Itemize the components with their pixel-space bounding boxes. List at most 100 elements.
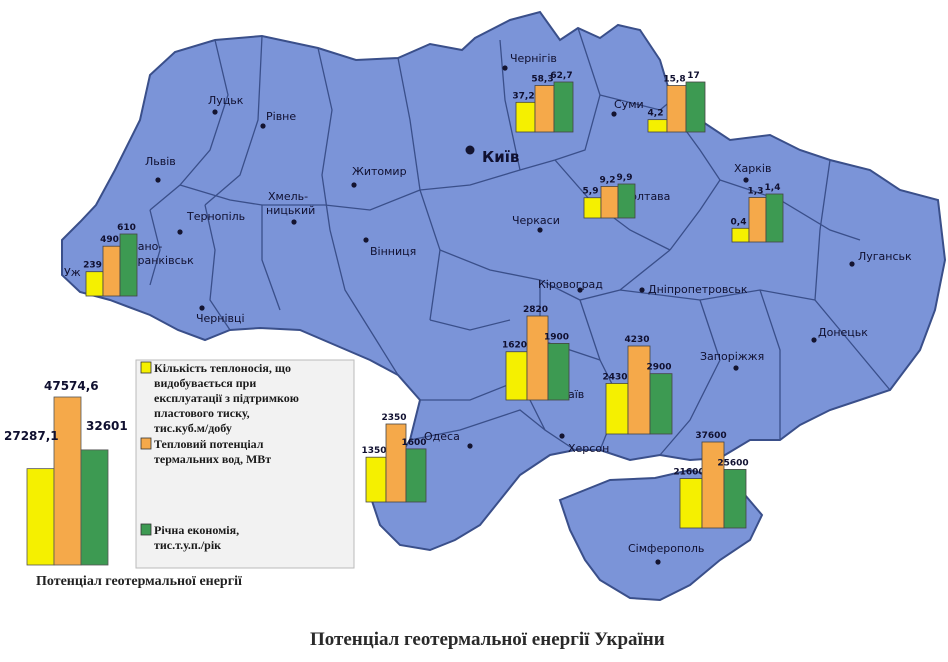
chart-region-7-label-1: 2350 [381,413,406,423]
legend-swatch-0 [140,361,152,374]
chart-region-7-bar-2 [405,448,427,503]
summary-bar-0 [26,468,55,566]
chart-region-7-label-2: 1600 [401,438,426,448]
city-9-label: ницький [266,204,315,217]
city-6-label: Київ [482,148,519,166]
city-17-label: Уж [64,266,81,279]
chart-region-5: 1620 2820 1900 [502,305,570,401]
chart-region-4: 239 490 610 [83,223,138,297]
chart-region-6-bar-1 [627,345,651,435]
city-2-label: Луцьк [208,94,244,107]
city-15-label: Вінниця [370,245,416,258]
chart-region-0-label-1: 58,3 [531,75,553,85]
city-24-label: Херсон [568,442,609,455]
city-16-dot [849,261,855,267]
chart-region-3-bar-1 [748,197,767,243]
city-25-label: Сімферополь [628,542,704,555]
chart-region-2-bar-0 [583,197,602,219]
city-9-dot [291,219,297,225]
chart-region-2-label-2: 9,9 [617,173,633,183]
chart-region-8-bar-2 [723,469,747,529]
chart-region-4-label-1: 490 [100,235,119,245]
legend-box [135,359,355,569]
summary-chart: 27287,1 47574,6 32601 [4,379,128,566]
chart-region-7: 1350 2350 1600 [361,413,427,503]
summary-caption: Потенціал геотермальної енергії [36,574,242,589]
city-18-dot [577,287,583,293]
city-21-dot [811,337,817,343]
main-title: Потенціал геотермальної енергії України [310,629,665,650]
chart-region-6-bar-2 [649,373,673,435]
city-8-label: Хмель- [268,190,308,203]
chart-region-5-label-1: 2820 [523,305,548,315]
chart-region-5-bar-1 [526,315,549,401]
cities-layer: Чернігів Суми Луцьк Рівне Львів Житомир Київ Ха… [64,52,912,565]
legend-text-0-3: пластового тиску, [154,406,250,420]
chart-region-3-label-0: 0,4 [731,217,747,227]
region-borders [149,27,891,456]
city-10-dot [177,229,183,235]
chart-region-1-bar-1 [666,85,687,133]
city-23-label: Одеса [424,430,460,443]
city-6-dot [465,145,475,155]
legend-swatch-1 [140,437,152,450]
chart-region-0-bar-1 [534,85,555,133]
chart-region-6-label-0: 2430 [602,372,627,382]
chart-region-4-bar-2 [119,233,138,297]
chart-region-1: 4,2 15,8 17 [647,71,706,133]
city-18-label: Кіровоград [538,278,603,291]
chart-region-8-bar-0 [679,478,703,529]
regional-charts-layer: 37,2 58,362,7 4,2 15,8 17 5,99,2 9,9 0,4 1,3 1,4 2… [83,71,784,529]
city-5-label: Житомир [352,165,407,178]
chart-region-8-label-2: 25600 [717,458,748,468]
city-10-label: Тернопіль [186,210,245,223]
city-3-dot [260,123,266,129]
chart-region-1-label-1: 15,8 [663,75,685,85]
chart-region-8: 21600 37600 25600 [673,431,749,529]
chart-region-1-label-2: 17 [687,71,700,81]
city-20-label: Чернівці [196,312,245,325]
chart-region-3-bar-2 [765,193,784,243]
chart-region-2-label-0: 5,9 [583,187,599,197]
city-23-dot [467,443,473,449]
chart-region-0-bar-2 [553,81,574,133]
legend-text-1-0: Тепловий потенціал [154,437,264,451]
chart-region-6-bar-0 [605,383,629,435]
chart-region-4-bar-1 [102,245,121,297]
city-12-dot [537,227,543,233]
chart-region-8-label-1: 37600 [695,431,726,441]
chart-region-3-label-1: 1,3 [748,186,764,196]
chart-region-2-bar-1 [600,186,619,219]
city-22-dot [733,365,739,371]
city-19-label: Дніпропетровськ [648,283,748,296]
chart-region-6: 2430 4230 2900 [602,335,673,435]
chart-region-8-bar-1 [701,441,725,529]
city-4-label: Львів [145,155,176,168]
chart-region-1-bar-0 [647,119,668,133]
summary-bar-1 [53,396,82,566]
city-16-label: Луганськ [858,250,912,263]
chart-region-3: 0,4 1,3 1,4 [731,183,784,243]
summary-label-2: 32601 [86,419,128,433]
city-5-dot [351,182,357,188]
summary-label-0: 27287,1 [4,429,59,443]
chart-region-3-label-2: 1,4 [765,183,781,193]
chart-region-6-label-1: 4230 [624,335,649,345]
city-0-dot [502,65,508,71]
city-15-dot [363,237,369,243]
chart-region-4-label-0: 239 [83,261,102,271]
city-7-dot [743,177,749,183]
chart-region-1-bar-2 [685,81,706,133]
city-14-label: Франківськ [128,254,194,267]
legend-swatch-2 [140,523,152,536]
legend-text-2-0: Річна економія, [154,523,239,537]
legend-text-0-0: Кількість теплоносія, що [154,361,291,375]
chart-region-1-label-0: 4,2 [648,109,664,119]
city-1-label: Суми [614,98,644,111]
chart-region-4-label-2: 610 [117,223,136,233]
city-3-label: Рівне [266,110,296,123]
city-1-dot [611,111,617,117]
city-24-dot [559,433,565,439]
chart-region-3-bar-0 [731,227,750,243]
chart-region-5-bar-2 [547,343,570,401]
